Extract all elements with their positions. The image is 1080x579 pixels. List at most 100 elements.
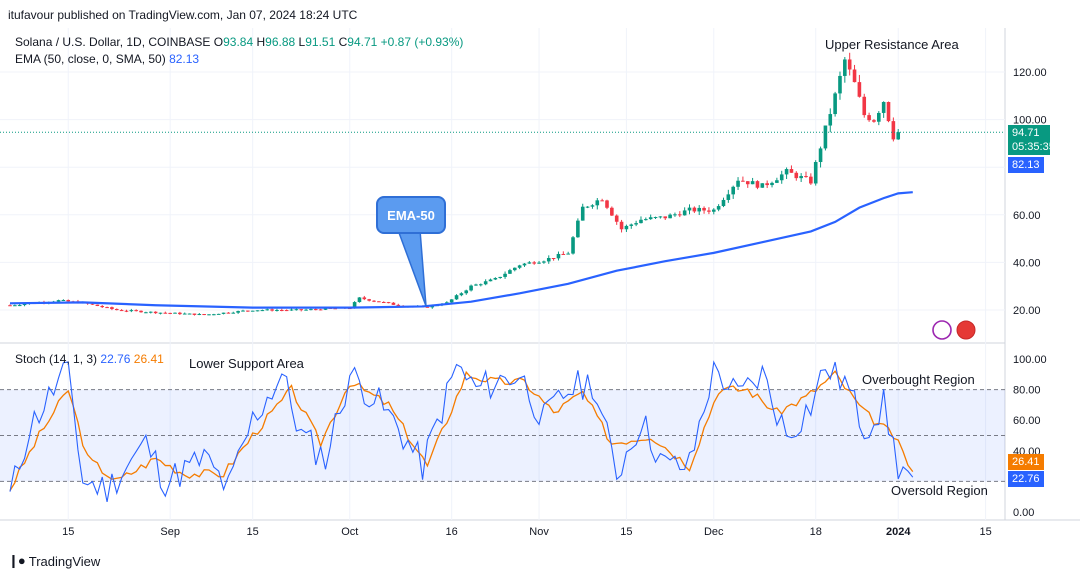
candle-body xyxy=(721,199,726,207)
time-tick-label: 15 xyxy=(979,526,991,538)
stoch-tick-label: 100.00 xyxy=(1013,354,1047,366)
candle-body xyxy=(580,206,585,221)
candle-body xyxy=(459,293,464,296)
ohlc-close: C94.71 xyxy=(338,35,378,49)
published-by: itufavour published on TradingView.com, … xyxy=(8,8,358,22)
candle-body xyxy=(546,258,551,262)
candle-body xyxy=(605,200,609,208)
candle-body xyxy=(794,172,799,179)
candle-body xyxy=(153,311,158,314)
candle-body xyxy=(148,311,153,313)
candle-body xyxy=(386,302,391,304)
candle-body xyxy=(377,301,381,303)
candle-body xyxy=(192,313,197,315)
price-tick-label: 40.00 xyxy=(1013,257,1041,269)
candle-body xyxy=(280,310,284,312)
stoch-tick-label: 0.00 xyxy=(1013,507,1034,519)
candle-body xyxy=(289,309,294,311)
ema-legend[interactable]: EMA (50, close, 0, SMA, 50) 82.13 xyxy=(15,52,199,66)
candle-body xyxy=(255,310,260,312)
candle-body xyxy=(629,224,634,226)
candle-body xyxy=(381,302,386,304)
time-tick-label: 15 xyxy=(62,526,74,538)
candle-body xyxy=(362,297,367,300)
callout-pointer xyxy=(396,229,427,307)
candle-body xyxy=(663,216,668,219)
tradingview-logo[interactable]: ❙● TradingView xyxy=(8,553,101,569)
candle-body xyxy=(716,206,721,210)
time-tick-label: Nov xyxy=(529,526,549,538)
price-tick-label: 60.00 xyxy=(1013,210,1041,222)
candle-body xyxy=(474,284,478,286)
stoch-k-tag: 22.76 xyxy=(1008,471,1044,487)
candle-body xyxy=(221,312,226,314)
candle-body xyxy=(503,273,507,277)
candle-body xyxy=(857,82,862,97)
candle-body xyxy=(250,310,255,312)
candle-body xyxy=(517,265,522,268)
candle-body xyxy=(745,181,750,185)
stoch-k-value: 22.76 xyxy=(100,352,131,366)
last-price-tag: 94.71 05:35:35 xyxy=(1008,125,1055,155)
candle-body xyxy=(22,303,27,306)
candle-body xyxy=(110,307,114,309)
candle-body xyxy=(105,307,109,309)
candle-body xyxy=(284,310,289,312)
candle-body xyxy=(571,237,575,254)
candle-body xyxy=(590,205,595,207)
candle-body xyxy=(755,181,760,188)
candle-body xyxy=(333,308,337,310)
candle-body xyxy=(687,207,692,211)
oversold-label: Oversold Region xyxy=(891,483,988,498)
candle-body xyxy=(736,180,740,187)
candle-body xyxy=(231,312,236,314)
candle-body xyxy=(886,101,891,122)
candle-body xyxy=(639,219,643,224)
candle-body xyxy=(119,310,124,312)
candle-body xyxy=(182,313,187,315)
candle-body xyxy=(168,312,172,314)
candle-body xyxy=(464,290,469,294)
candle-body xyxy=(173,312,177,314)
candle-body xyxy=(823,125,828,149)
stoch-legend[interactable]: Stoch (14, 1, 3) 22.76 26.41 xyxy=(15,352,164,366)
candle-body xyxy=(760,183,765,188)
candle-body xyxy=(304,309,308,311)
time-tick-label: Dec xyxy=(704,526,724,538)
candle-body xyxy=(624,225,629,230)
candle-body xyxy=(318,309,323,311)
candle-body xyxy=(396,304,401,306)
ohlc-high: H96.88 xyxy=(256,35,296,49)
candle-body xyxy=(532,262,536,264)
symbol-legend[interactable]: Solana / U.S. Dollar, 1D, COINBASE O93.8… xyxy=(15,35,463,49)
candle-body xyxy=(498,276,503,278)
candle-body xyxy=(512,267,517,271)
ema-callout: EMA-50 xyxy=(376,196,446,234)
ohlc-change: +0.87 (+0.93%) xyxy=(380,35,464,49)
candle-body xyxy=(561,253,566,255)
candle-body xyxy=(479,284,483,286)
candle-body xyxy=(673,214,677,216)
candle-body xyxy=(877,112,881,122)
candle-body xyxy=(872,120,876,122)
candle-body xyxy=(891,121,896,140)
candle-body xyxy=(784,169,789,175)
upper-resistance-label: Upper Resistance Area xyxy=(825,37,959,52)
candle-body xyxy=(260,310,265,312)
candle-body xyxy=(299,309,304,311)
candle-body xyxy=(838,75,842,94)
candle-body xyxy=(668,214,672,219)
candle-body xyxy=(847,59,852,70)
candle-body xyxy=(658,216,663,218)
candle-body xyxy=(197,314,202,316)
candle-body xyxy=(207,314,211,316)
candle-body xyxy=(95,304,100,307)
time-tick-label: 15 xyxy=(247,526,259,538)
candle-body xyxy=(61,299,66,301)
candle-body xyxy=(294,309,299,311)
candle-body xyxy=(556,253,561,259)
lower-support-label: Lower Support Area xyxy=(189,356,304,371)
candle-body xyxy=(66,299,71,302)
candle-body xyxy=(163,312,168,314)
candle-body xyxy=(8,305,12,307)
